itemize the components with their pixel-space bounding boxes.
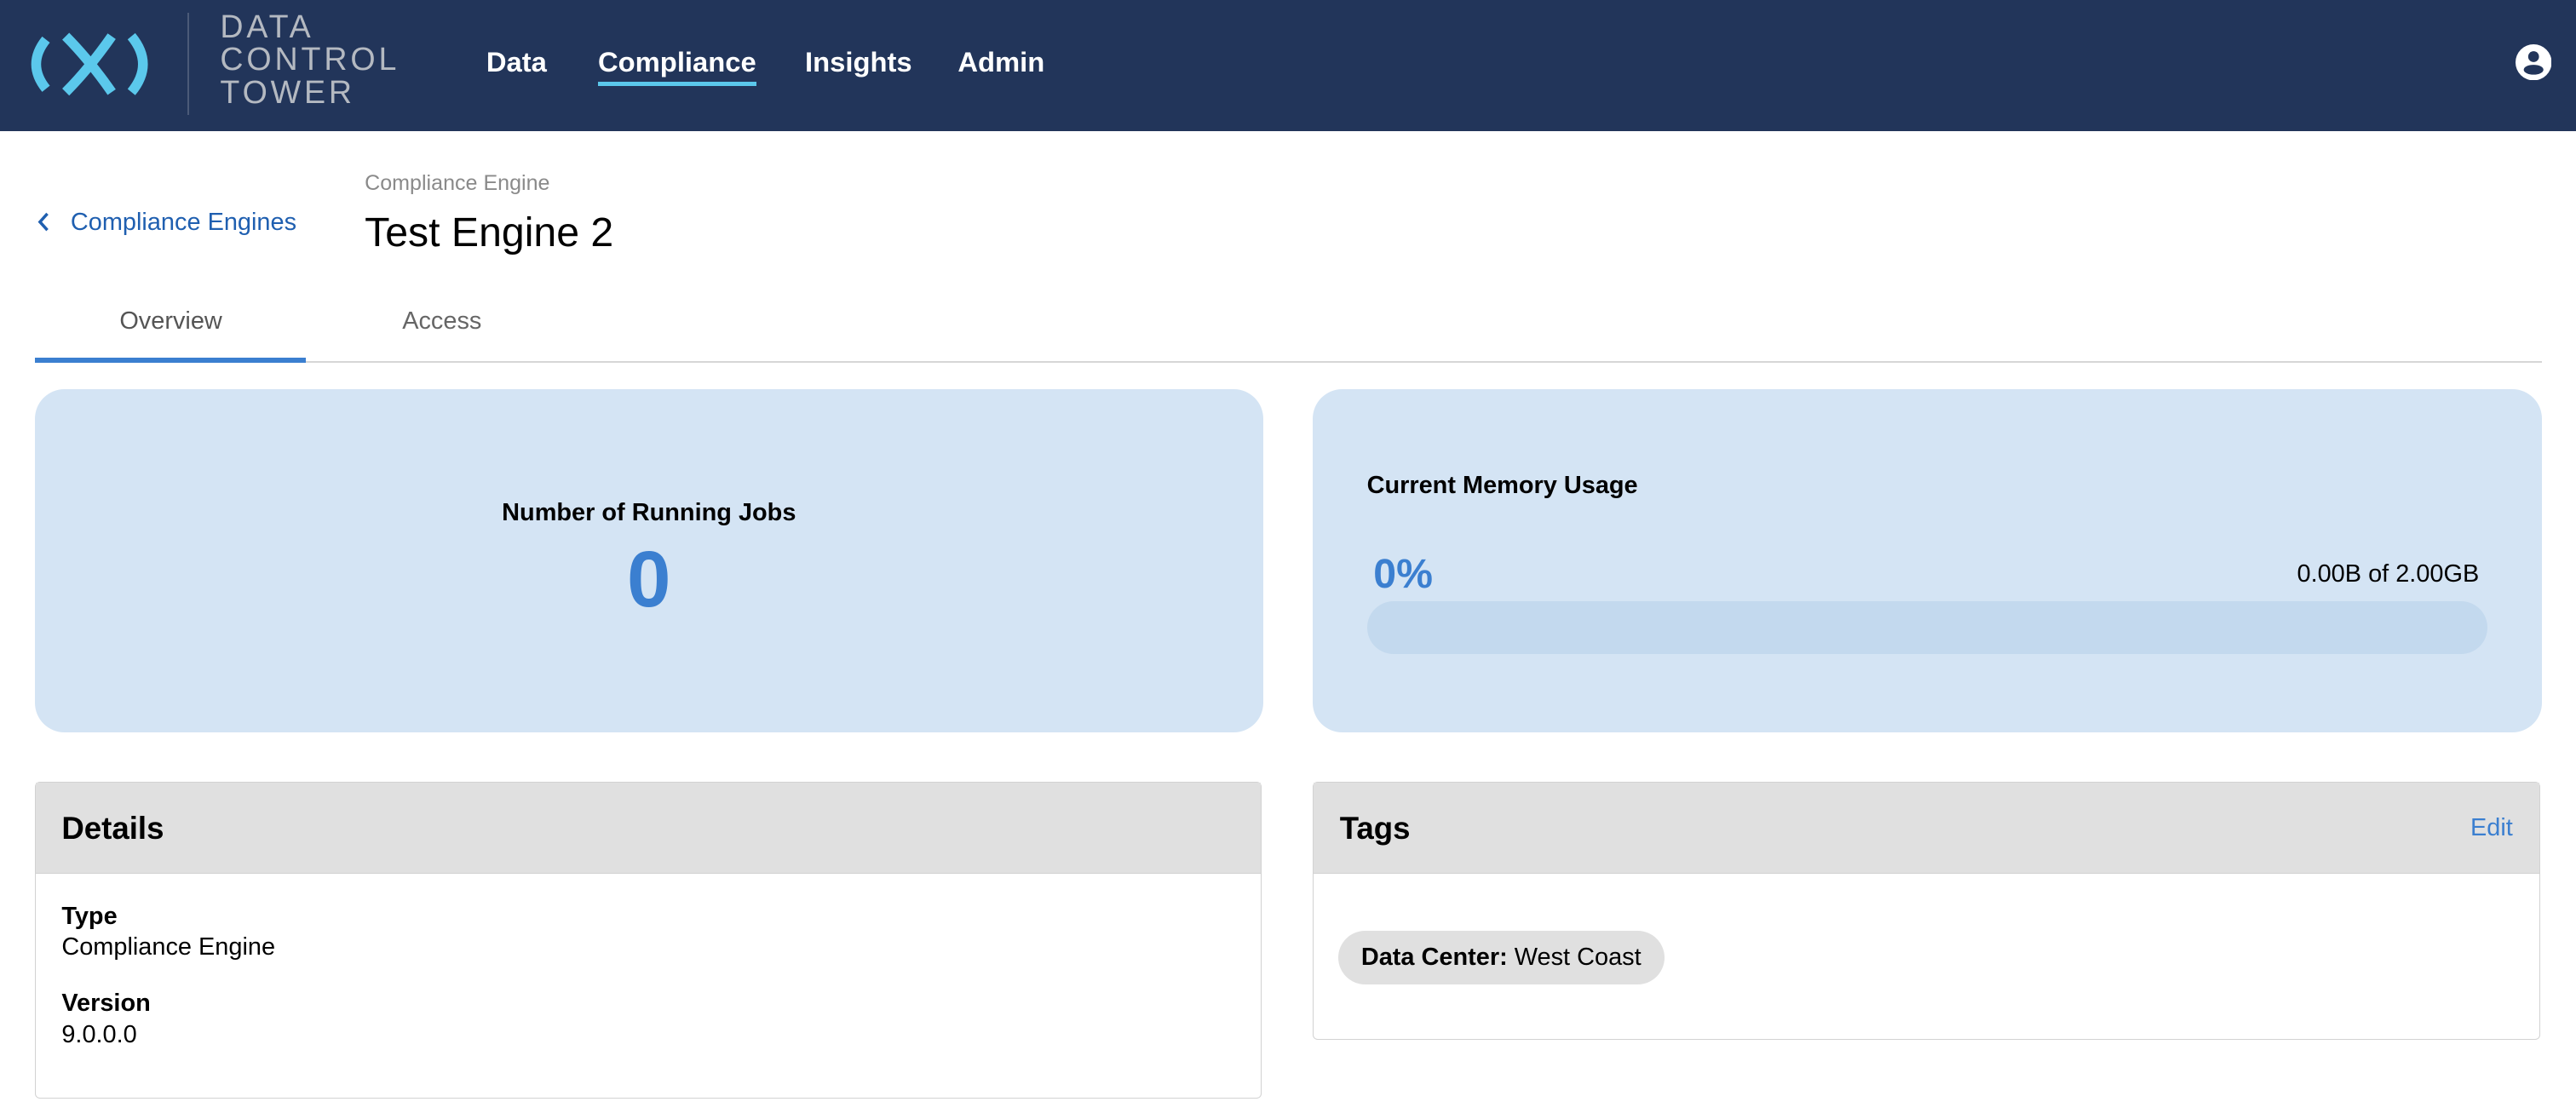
nav-compliance[interactable]: Compliance: [598, 46, 756, 86]
memory-progress-bar: [1366, 600, 2487, 654]
chevron-left-icon: [37, 212, 49, 232]
account-circle-icon[interactable]: [2515, 44, 2552, 81]
nav-admin[interactable]: Admin: [957, 46, 1045, 77]
tag-key: Data Center:: [1360, 943, 1508, 971]
type-label: Type: [61, 902, 118, 930]
top-nav-bar: DATA CONTROL TOWER Data Compliance Insig…: [0, 0, 2576, 132]
nav-insights[interactable]: Insights: [805, 46, 912, 77]
page-title: Test Engine 2: [365, 209, 614, 255]
version-value: 9.0.0.0: [61, 1020, 137, 1048]
running-jobs-value: 0: [627, 534, 671, 623]
details-title: Details: [61, 810, 164, 846]
memory-percent: 0%: [1373, 551, 1433, 598]
logo-text: DATA CONTROL TOWER: [220, 8, 400, 110]
back-link-label: Compliance Engines: [70, 208, 297, 236]
memory-usage-card: Current Memory Usage 0% 0.00B of 2.00GB: [1312, 389, 2542, 733]
tab-divider: [34, 361, 2542, 364]
back-link[interactable]: Compliance Engines: [37, 209, 296, 237]
tag-chip: Data Center: West Coast: [1337, 930, 1665, 985]
tag-value: West Coast: [1514, 943, 1642, 971]
version-label: Version: [61, 990, 151, 1017]
logo-text-line: DATA: [220, 8, 314, 44]
logo-divider: [187, 13, 189, 115]
running-jobs-card: Number of Running Jobs 0: [34, 389, 1264, 733]
logo-icon: [31, 32, 148, 96]
tab-access[interactable]: Access: [402, 307, 482, 335]
logo-text-line: TOWER: [220, 73, 355, 110]
memory-usage-label: Current Memory Usage: [1366, 471, 1638, 499]
details-panel: Details Type Compliance Engine Version 9…: [34, 782, 1262, 1099]
edit-tags-link[interactable]: Edit: [2470, 813, 2513, 841]
tags-title: Tags: [1339, 810, 1411, 846]
nav-data[interactable]: Data: [486, 46, 547, 77]
memory-usage-text: 0.00B of 2.00GB: [2297, 560, 2480, 588]
tab-overview[interactable]: Overview: [119, 307, 222, 335]
breadcrumb: Compliance Engine: [365, 170, 550, 195]
running-jobs-label: Number of Running Jobs: [502, 499, 796, 527]
active-tab-indicator: [34, 358, 306, 364]
logo-text-line: CONTROL: [220, 41, 400, 77]
type-value: Compliance Engine: [61, 933, 276, 961]
tags-panel: Tags Edit Data Center: West Coast: [1312, 782, 2540, 1040]
